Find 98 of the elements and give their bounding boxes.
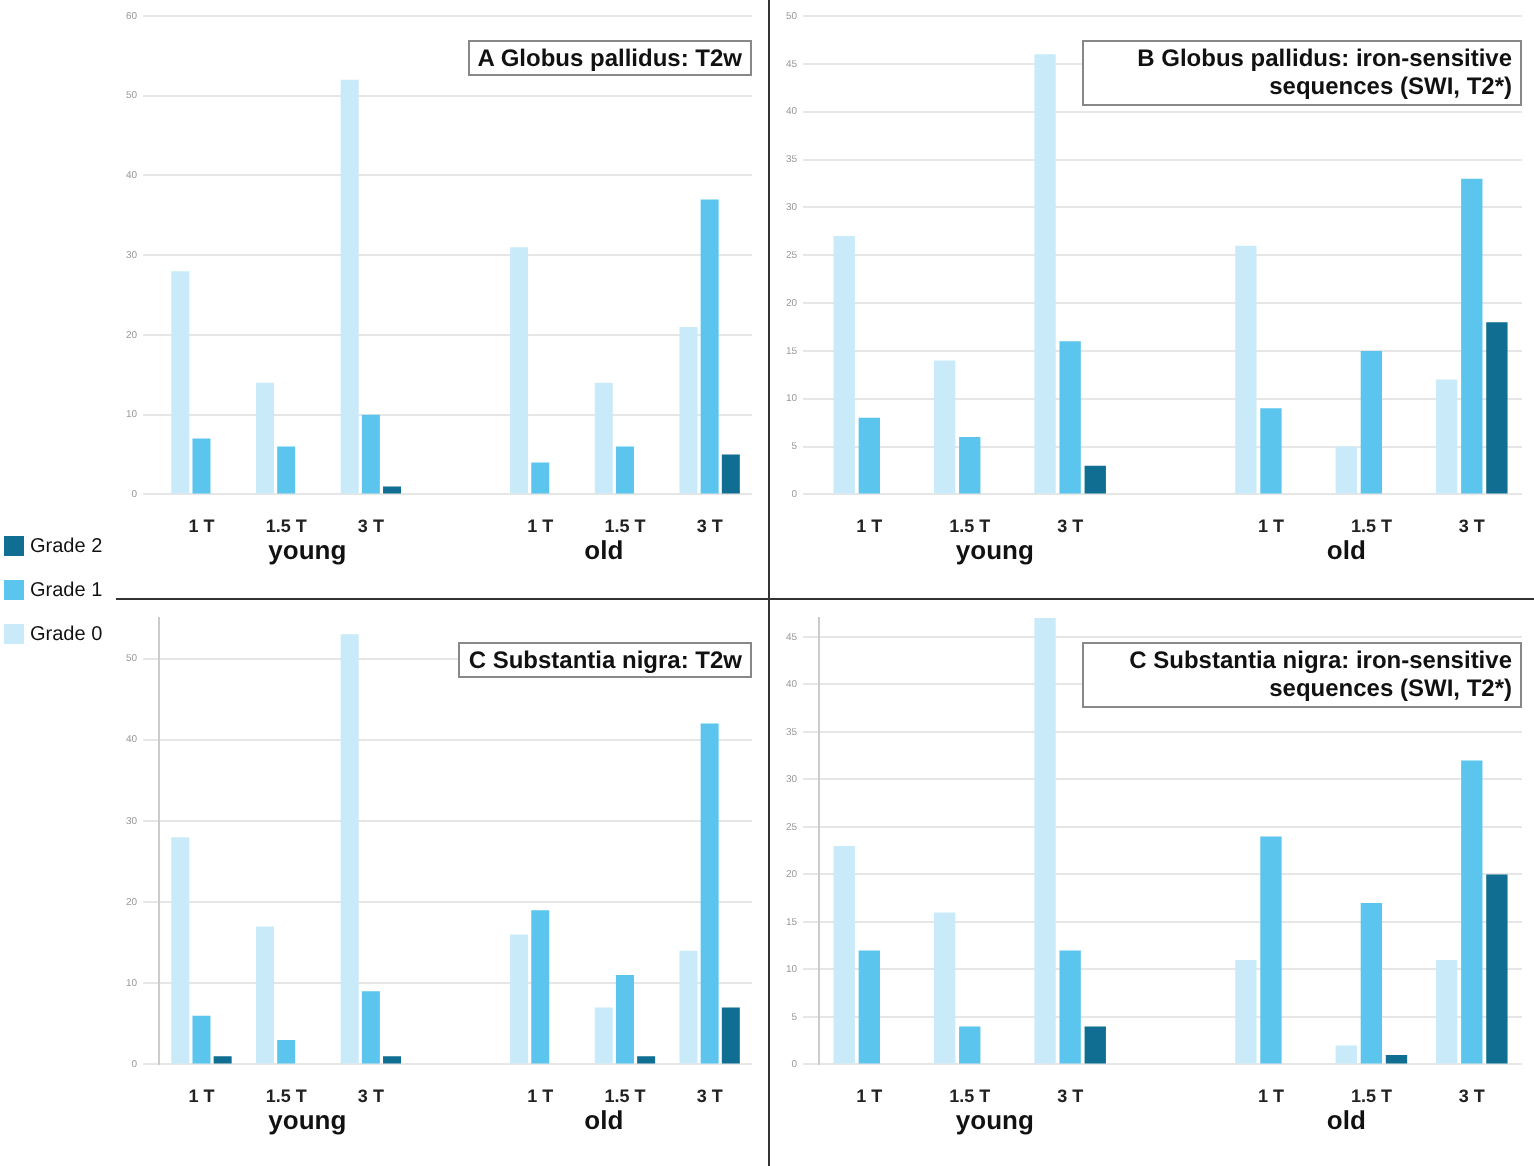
bar: [721, 454, 740, 494]
bar: [171, 837, 190, 1064]
text: C Substantia nigra: iron-sensitive sequences (SWI, T2*): [1082, 642, 1522, 708]
text: old: [584, 1104, 624, 1135]
bar: [1335, 446, 1357, 494]
bar: [1260, 836, 1282, 1064]
bar: [1084, 1026, 1106, 1064]
bar: [1034, 618, 1056, 1064]
bar: [1059, 950, 1081, 1064]
bar: [510, 247, 529, 494]
x-tick-label: 1 T: [527, 516, 555, 537]
bar: [1034, 54, 1056, 494]
bar: [192, 1015, 211, 1064]
x-tick-label: 1.5 T: [949, 1086, 992, 1107]
legend-label: Grade 2: [30, 535, 103, 557]
text: young: [955, 1104, 1034, 1135]
text: young: [268, 1104, 347, 1135]
bar: [637, 1056, 656, 1064]
bar: [959, 436, 981, 494]
bar: [383, 1056, 402, 1064]
x-tick-label: 1.5 T: [1350, 516, 1393, 537]
x-tick-label: 1 T: [856, 1086, 884, 1107]
x-tick-label: 1.5 T: [604, 1086, 647, 1107]
bar: [858, 950, 880, 1064]
bar: [361, 991, 380, 1064]
text: C Substantia nigra: T2w: [458, 642, 752, 679]
text: young: [955, 534, 1034, 565]
bar: [1461, 760, 1483, 1064]
text: B Globus pallidus: iron-sensitive sequences (SWI, T2*): [1082, 40, 1522, 106]
bar: [192, 438, 211, 494]
x-tick-label: 1 T: [1257, 1086, 1285, 1107]
x-tick-label: 1 T: [1257, 516, 1285, 537]
bar: [531, 462, 550, 494]
bar: [700, 199, 719, 494]
bar: [1084, 465, 1106, 494]
bar: [1486, 322, 1508, 494]
bar: [833, 236, 855, 494]
x-tick-label: 3 T: [696, 1086, 724, 1107]
bar: [1385, 1054, 1408, 1064]
bar: [1260, 408, 1282, 494]
bar: [594, 1007, 613, 1064]
bar: [1360, 350, 1383, 494]
bar: [959, 1026, 981, 1064]
bar: [256, 382, 274, 494]
bar: [1461, 178, 1483, 494]
bar: [1436, 379, 1458, 494]
x-tick-label: 3 T: [1458, 516, 1486, 537]
bar: [361, 414, 380, 494]
bar: [383, 486, 402, 494]
x-tick-label: 3 T: [696, 516, 724, 537]
x-tick-label: 1.5 T: [1350, 1086, 1393, 1107]
bar: [594, 382, 613, 494]
bar: [1235, 959, 1257, 1064]
x-tick-label: 1.5 T: [604, 516, 647, 537]
bar: [615, 446, 634, 494]
bar: [510, 934, 529, 1064]
x-tick-label: 1 T: [188, 516, 216, 537]
x-tick-label: 3 T: [1057, 516, 1085, 537]
text: old: [584, 534, 624, 565]
x-tick-label: 3 T: [1057, 1086, 1085, 1107]
bar: [1235, 245, 1257, 494]
bar: [171, 271, 190, 494]
bar: [1059, 341, 1081, 494]
bar: [933, 360, 956, 494]
x-tick-label: 1.5 T: [265, 1086, 308, 1107]
text: A Globus pallidus: T2w: [467, 40, 752, 77]
bar: [256, 926, 274, 1064]
bar: [213, 1056, 232, 1064]
bar: [721, 1007, 740, 1064]
bar: [340, 634, 359, 1064]
bar: [858, 417, 880, 494]
bar: [1436, 959, 1458, 1064]
legend-label: Grade 1: [30, 579, 103, 601]
x-tick-label: 1 T: [856, 516, 884, 537]
bar: [1335, 1045, 1357, 1064]
x-tick-label: 1.5 T: [265, 516, 308, 537]
x-tick-label: 1 T: [527, 1086, 555, 1107]
bar: [277, 446, 296, 494]
x-tick-label: 1.5 T: [949, 516, 992, 537]
bar: [1486, 874, 1508, 1064]
text: old: [1326, 1104, 1366, 1135]
bar: [615, 975, 634, 1064]
bar: [933, 912, 956, 1064]
x-tick-label: 3 T: [357, 1086, 385, 1107]
text: young: [268, 534, 347, 565]
bar: [1360, 902, 1383, 1064]
bar: [679, 326, 698, 494]
legend-label: Grade 0: [30, 623, 103, 645]
x-tick-label: 3 T: [1458, 1086, 1486, 1107]
x-tick-label: 3 T: [357, 516, 385, 537]
text: old: [1326, 534, 1366, 565]
x-tick-label: 1 T: [188, 1086, 216, 1107]
bar: [679, 950, 698, 1064]
bar: [531, 910, 550, 1064]
bar: [833, 845, 855, 1064]
bar: [340, 79, 359, 494]
bar: [700, 723, 719, 1064]
bar: [277, 1040, 296, 1064]
